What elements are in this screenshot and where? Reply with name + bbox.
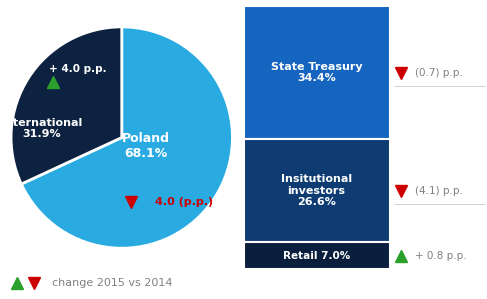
Text: change 2015 vs 2014: change 2015 vs 2014 [52,277,172,288]
Text: International
31.9%: International 31.9% [1,118,83,140]
Wedge shape [21,27,232,248]
Text: Insitutional
investors
26.6%: Insitutional investors 26.6% [281,174,352,207]
Text: (4.1) p.p.: (4.1) p.p. [415,186,463,196]
Text: 4.0 (p.p.): 4.0 (p.p.) [155,197,213,207]
Text: (0.7) p.p.: (0.7) p.p. [415,68,463,77]
Text: State Treasury
34.4%: State Treasury 34.4% [271,62,362,83]
Wedge shape [11,27,122,184]
Text: Poland
68.1%: Poland 68.1% [122,132,170,160]
Bar [244,6,390,139]
Text: + 0.8 p.p.: + 0.8 p.p. [415,251,467,260]
Text: Retail 7.0%: Retail 7.0% [283,251,350,260]
Bar [244,139,390,242]
Bar [244,242,390,269]
Text: + 4.0 p.p.: + 4.0 p.p. [49,64,106,74]
